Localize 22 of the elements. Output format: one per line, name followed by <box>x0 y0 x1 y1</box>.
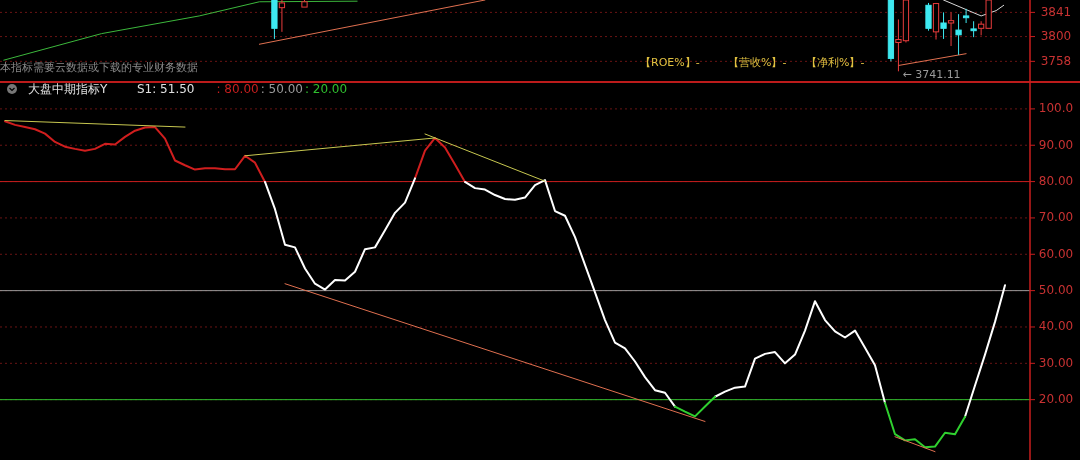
annotation: 本指标需要云数据或下载的专业财务数据 <box>0 61 198 74</box>
ref-line-label: : 80.00 <box>216 81 259 96</box>
chart-title: 大盘中期指标Y <box>28 81 108 96</box>
y-tick-label: 40.00 <box>1038 319 1074 334</box>
annotation: ← 3741.11 <box>902 68 961 81</box>
y-tick-label: 70.00 <box>1038 210 1074 225</box>
annotation: 【ROE%】- <box>640 56 700 69</box>
y-tick-label: 3800 <box>1040 29 1072 44</box>
y-tick-label: 90.00 <box>1038 137 1074 152</box>
annotation: 【净利%】- <box>806 56 865 69</box>
y-tick-label: 60.00 <box>1038 246 1074 261</box>
y-tick-label: 50.00 <box>1038 283 1074 298</box>
y-tick-label: 3758 <box>1040 53 1072 68</box>
y-tick-label: 20.00 <box>1038 392 1074 407</box>
annotation: 【营收%】- <box>728 56 787 69</box>
y-tick-label: 80.00 <box>1038 174 1074 189</box>
y-tick-label: 30.00 <box>1038 355 1074 370</box>
ref-line-label: : 50.00 <box>260 81 303 96</box>
y-tick-label: 100.0 <box>1038 101 1074 116</box>
annotation: S1: 51.50 <box>137 81 195 96</box>
ref-line-label: : 20.00 <box>304 81 348 96</box>
y-tick-label: 3841 <box>1040 4 1072 19</box>
